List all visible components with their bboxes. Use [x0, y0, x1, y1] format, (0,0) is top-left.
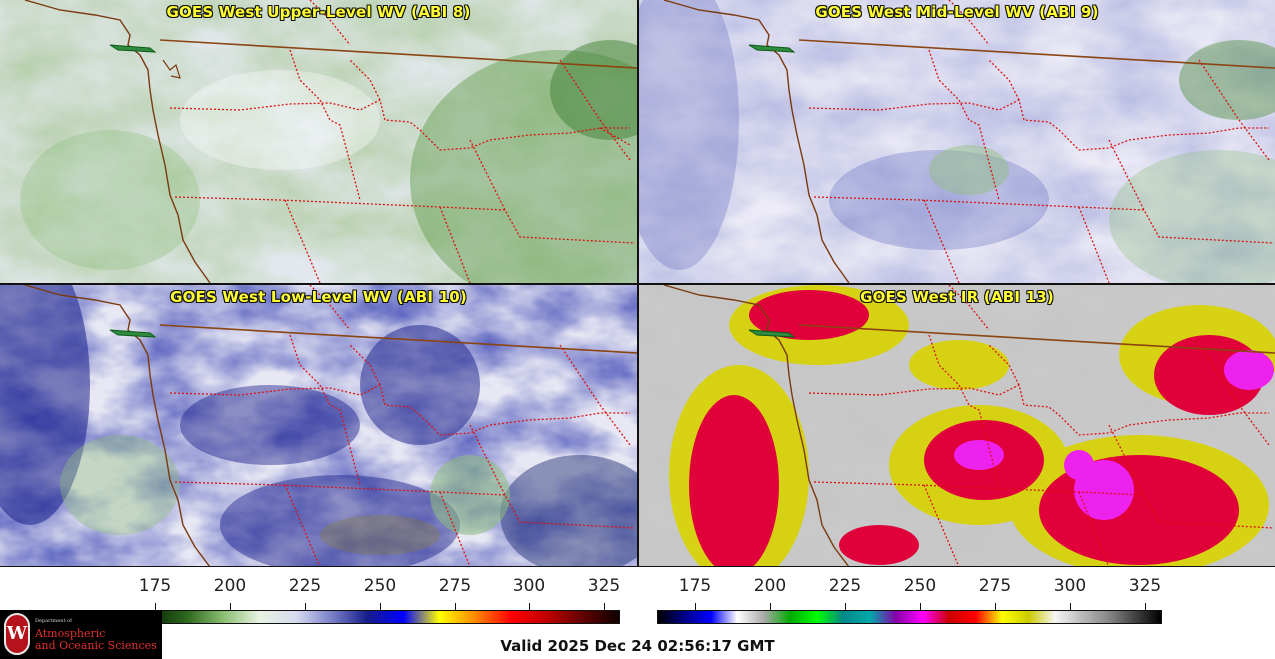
- ir-tick-label: 200: [753, 576, 787, 596]
- ir-tick-label: 250: [903, 576, 937, 596]
- panel-divider-horizontal: [0, 283, 1275, 285]
- panel-divider-bottom: [0, 566, 1275, 567]
- ir-tick-label: 175: [678, 576, 712, 596]
- wv-tick-label: 325: [587, 576, 621, 596]
- ir-tick-label: 225: [828, 576, 862, 596]
- wv-tick-label: 300: [512, 576, 546, 596]
- ir-tick-label: 275: [978, 576, 1012, 596]
- ir-colorbar-tick-labels: 175 200 225 250 275 300 325: [657, 576, 1162, 598]
- logo-line-1: Department of: [35, 618, 72, 624]
- wv-mid-image: [639, 0, 1275, 283]
- wv-tick-label: 200: [213, 576, 247, 596]
- map-borders: [663, 285, 1275, 567]
- ir-tick-label: 325: [1128, 576, 1162, 596]
- panel-low-level-wv: GOES West Low-Level WV (ABI 10): [0, 285, 637, 567]
- wv-upper-image: [0, 0, 637, 283]
- panel-title: GOES West Mid-Level WV (ABI 9): [815, 3, 1099, 21]
- ir-image: [639, 285, 1275, 567]
- wv-tick-label: 225: [288, 576, 322, 596]
- panel-upper-level-wv: GOES West Upper-Level WV (ABI 8): [0, 0, 637, 283]
- map-borders: [24, 0, 637, 283]
- map-borders: [24, 285, 637, 567]
- uw-seal-icon: W: [4, 613, 30, 655]
- logo-line-2: Atmospheric: [35, 627, 106, 640]
- wv-tick-label: 250: [363, 576, 397, 596]
- wv-colorbar: [115, 610, 620, 624]
- valid-time-label: Valid 2025 Dec 24 02:56:17 GMT: [500, 637, 775, 655]
- map-borders: [663, 0, 1275, 283]
- panel-mid-level-wv: GOES West Mid-Level WV (ABI 9): [639, 0, 1275, 283]
- ir-tick-label: 300: [1053, 576, 1087, 596]
- panel-title: GOES West Upper-Level WV (ABI 8): [166, 3, 471, 21]
- wv-colorbar-tick-labels: 175 200 225 250 275 300 325: [115, 576, 620, 598]
- ir-colorbar-tick-marks: [657, 603, 1162, 610]
- logo-line-3: and Oceanic Sciences: [35, 639, 157, 652]
- ir-colorbar: [657, 610, 1162, 624]
- wv-tick-label: 175: [138, 576, 172, 596]
- panel-ir: GOES West IR (ABI 13): [639, 285, 1275, 567]
- panel-title: GOES West Low-Level WV (ABI 10): [170, 288, 467, 306]
- panel-title: GOES West IR (ABI 13): [860, 288, 1054, 306]
- wv-low-image: [0, 285, 637, 567]
- wv-tick-label: 275: [438, 576, 472, 596]
- wv-colorbar-tick-marks: [115, 603, 620, 610]
- department-logo: W Department of Atmospheric and Oceanic …: [0, 610, 162, 659]
